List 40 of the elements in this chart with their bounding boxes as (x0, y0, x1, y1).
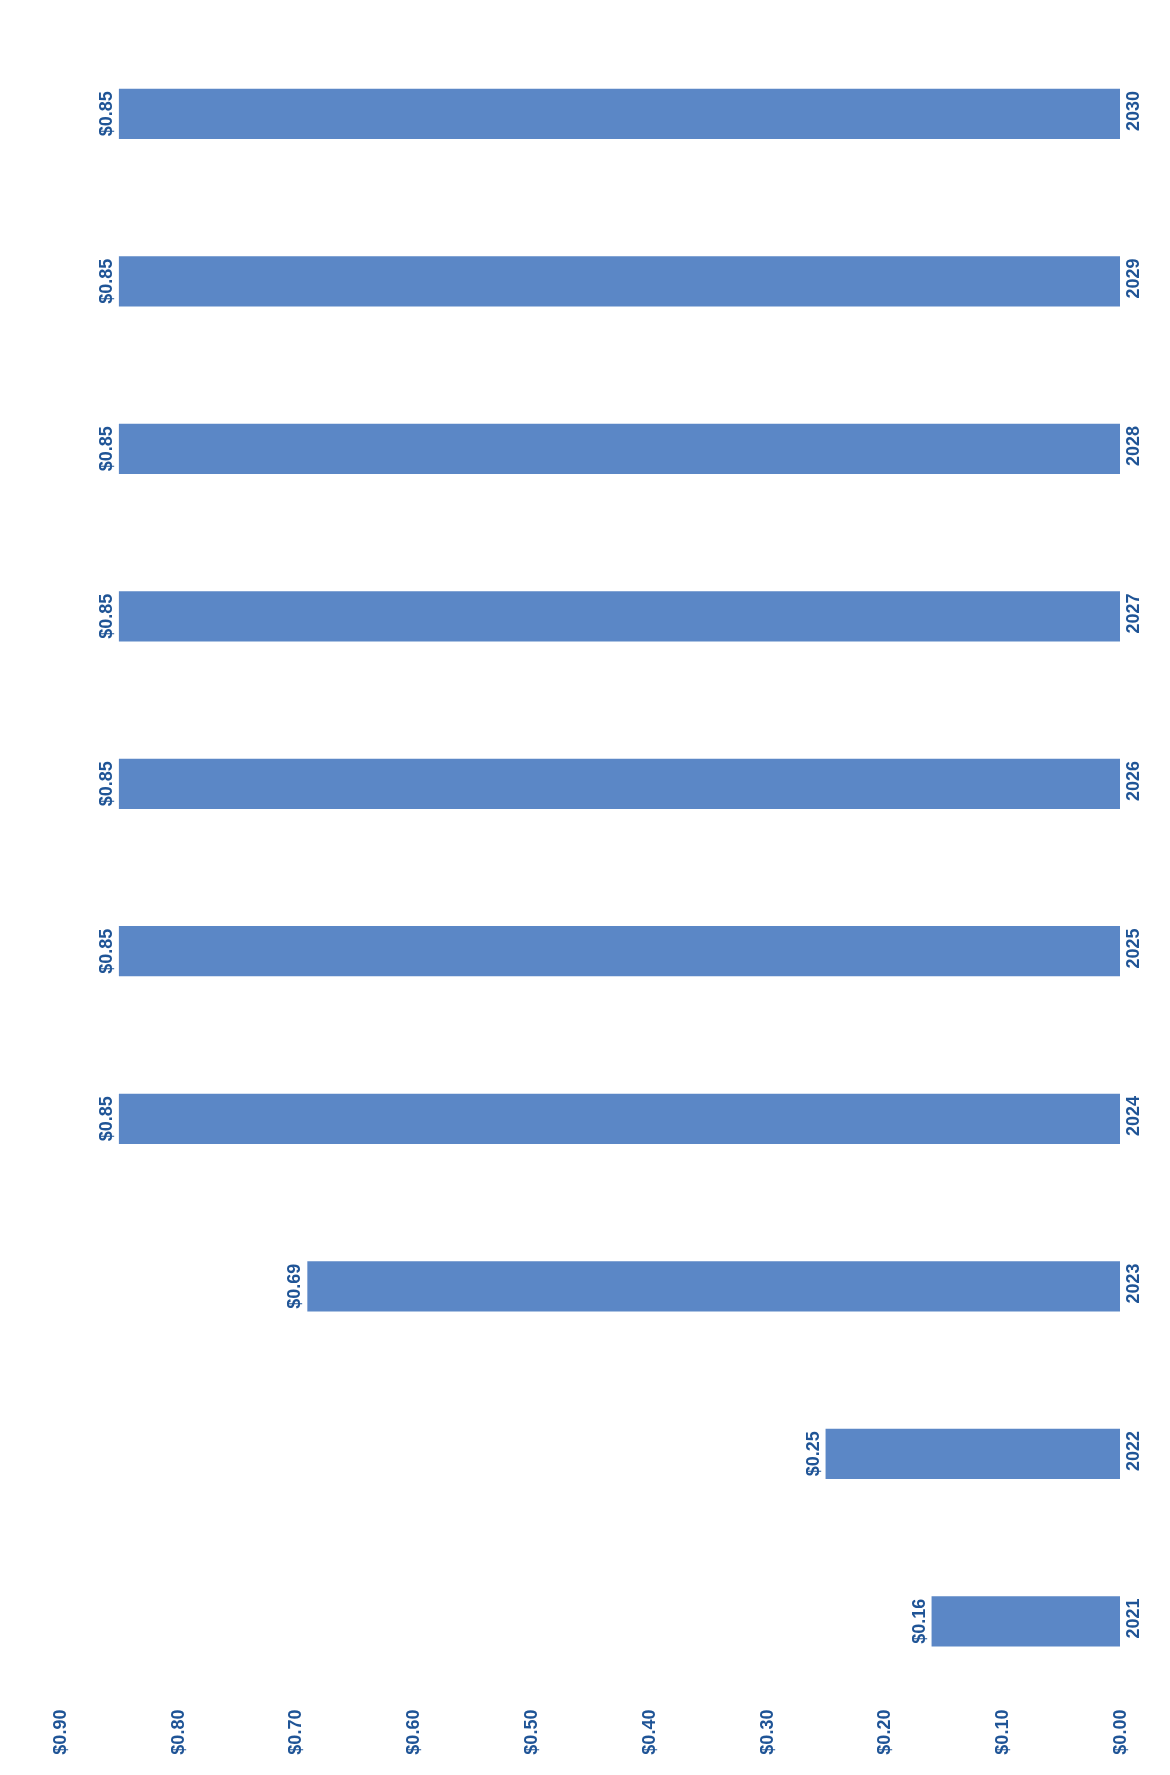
data-label: $0.25 (802, 1431, 823, 1477)
y-tick-label: 2028 (1123, 426, 1143, 467)
data-label: $0.85 (95, 928, 116, 974)
x-tick-label: $0.90 (49, 1709, 70, 1755)
x-tick-label: $0.10 (992, 1709, 1013, 1755)
data-label: $0.85 (95, 593, 116, 639)
y-tick-label: 2024 (1123, 1096, 1143, 1137)
x-tick-label: $0.20 (874, 1709, 895, 1755)
bar (118, 256, 1120, 307)
data-label: $0.85 (95, 426, 116, 472)
data-label: $0.85 (95, 1096, 116, 1142)
bar (118, 591, 1120, 642)
y-tick-label: 2022 (1123, 1431, 1143, 1472)
x-tick-label: $0.70 (285, 1709, 306, 1755)
y-tick-label: 2021 (1123, 1598, 1143, 1639)
bar (118, 423, 1120, 474)
y-tick-label: 2023 (1123, 1263, 1143, 1304)
bar (931, 1596, 1120, 1647)
data-label: $0.85 (95, 91, 116, 137)
data-label: $0.69 (284, 1263, 305, 1309)
x-tick-label: $0.50 (520, 1709, 541, 1755)
y-tick-label: 2030 (1123, 91, 1143, 132)
y-tick-label: 2027 (1123, 593, 1143, 634)
bar (118, 926, 1120, 977)
y-tick-label: 2026 (1123, 761, 1143, 802)
data-label: $0.85 (95, 761, 116, 807)
data-label: $0.16 (908, 1598, 929, 1644)
bar (307, 1261, 1120, 1312)
x-tick-label: $0.80 (167, 1709, 188, 1755)
bar (118, 88, 1120, 139)
bar (118, 1093, 1120, 1144)
x-tick-label: $0.30 (756, 1709, 777, 1755)
bar (118, 758, 1120, 809)
x-tick-label: $0.40 (638, 1709, 659, 1755)
y-tick-label: 2025 (1123, 928, 1143, 969)
x-tick-label: $0.60 (403, 1709, 424, 1755)
x-tick-label: $0.00 (1109, 1709, 1130, 1755)
y-tick-label: 2029 (1123, 258, 1143, 299)
data-label: $0.85 (95, 258, 116, 304)
bar (825, 1428, 1120, 1479)
